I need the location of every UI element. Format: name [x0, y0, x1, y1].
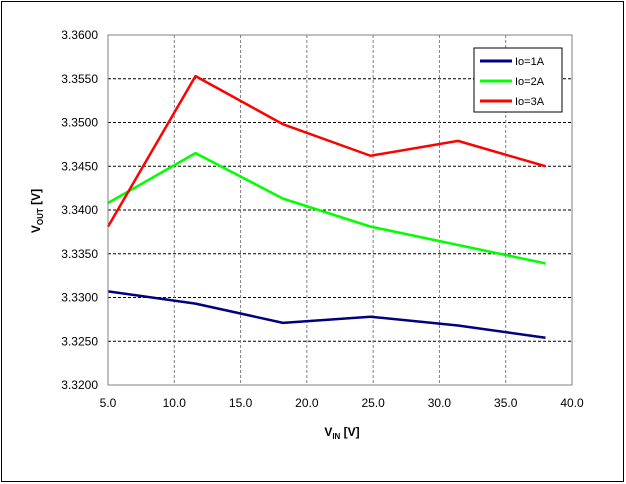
legend-label: Io=2A [515, 76, 545, 88]
y-tick-label: 3.3250 [61, 334, 98, 348]
y-tick-label: 3.3200 [61, 378, 98, 392]
y-tick-label: 3.3600 [61, 28, 98, 42]
x-tick-label: 20.0 [295, 396, 319, 410]
x-tick-label: 35.0 [494, 396, 518, 410]
y-tick-label: 3.3400 [61, 203, 98, 217]
y-tick-label: 3.3350 [61, 247, 98, 261]
x-tick-label: 15.0 [229, 396, 253, 410]
y-tick-label: 3.3300 [61, 291, 98, 305]
x-tick-label: 5.0 [100, 396, 117, 410]
x-tick-label: 10.0 [163, 396, 187, 410]
legend-label: Io=1A [515, 56, 545, 68]
y-tick-label: 3.3450 [61, 159, 98, 173]
legend-label: Io=3A [515, 96, 545, 108]
y-tick-label: 3.3500 [61, 116, 98, 130]
legend: Io=1A Io=2A Io=3A [474, 48, 562, 112]
x-axis-title: VIN [V] [324, 425, 359, 441]
y-axis-tick-labels: 3.3200 3.3250 3.3300 3.3350 3.3400 3.3450 3.35… [61, 28, 98, 392]
y-tick-label: 3.3550 [61, 72, 98, 86]
x-tick-label: 30.0 [428, 396, 452, 410]
x-tick-label: 25.0 [361, 396, 385, 410]
x-tick-label: 40.0 [560, 396, 584, 410]
